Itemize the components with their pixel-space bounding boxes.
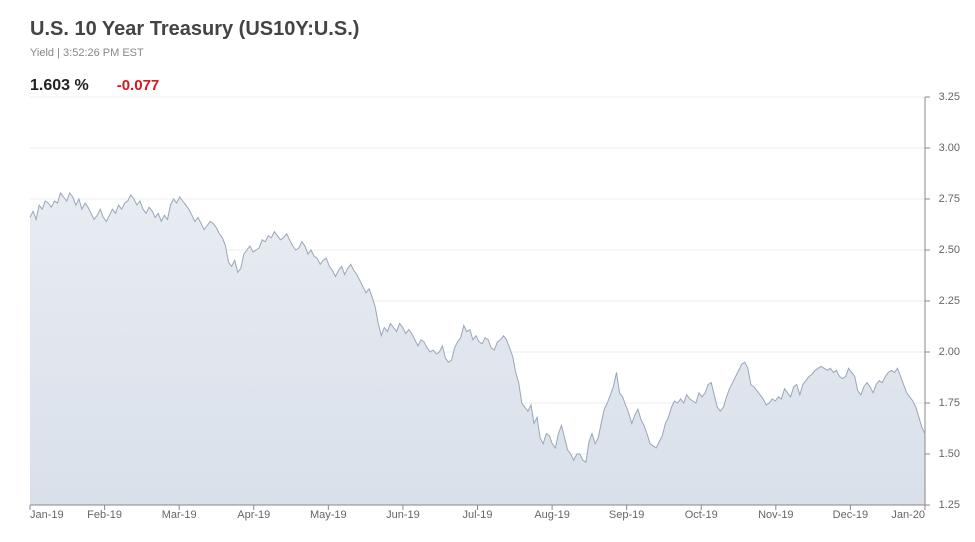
x-tick-label: Jan-19 [30,509,64,521]
y-tick-label: 3.00 [935,142,960,154]
page-title: U.S. 10 Year Treasury (US10Y:U.S.) [30,18,965,41]
x-tick-label: Aug-19 [534,509,569,521]
y-tick-label: 2.50 [935,244,960,256]
quote-change: -0.077 [117,77,160,94]
x-tick-label: Jul-19 [463,509,493,521]
y-tick-label: 2.25 [935,295,960,307]
quote-row: 1.603 % -0.077 [30,77,965,95]
yield-chart: 1.251.501.752.002.252.502.753.003.25Jan-… [30,97,960,527]
x-tick-label: Nov-19 [758,509,793,521]
x-tick-label: Oct-19 [685,509,718,521]
x-tick-label: Jun-19 [386,509,420,521]
y-tick-label: 1.25 [935,499,960,511]
quote-value: 1.603 % [30,77,89,95]
y-tick-label: 3.25 [935,91,960,103]
y-tick-label: 2.00 [935,346,960,358]
chart-svg [30,97,925,505]
y-tick-label: 1.75 [935,397,960,409]
x-tick-label: Dec-19 [833,509,868,521]
x-tick-label: Mar-19 [162,509,197,521]
y-tick-label: 2.75 [935,193,960,205]
x-tick-label: Sep-19 [609,509,644,521]
x-tick-label: Feb-19 [87,509,122,521]
y-tick-label: 1.50 [935,448,960,460]
subtitle: Yield | 3:52:26 PM EST [30,47,965,59]
x-tick-label: Jan-20 [891,509,925,521]
x-tick-label: Apr-19 [237,509,270,521]
x-tick-label: May-19 [310,509,347,521]
